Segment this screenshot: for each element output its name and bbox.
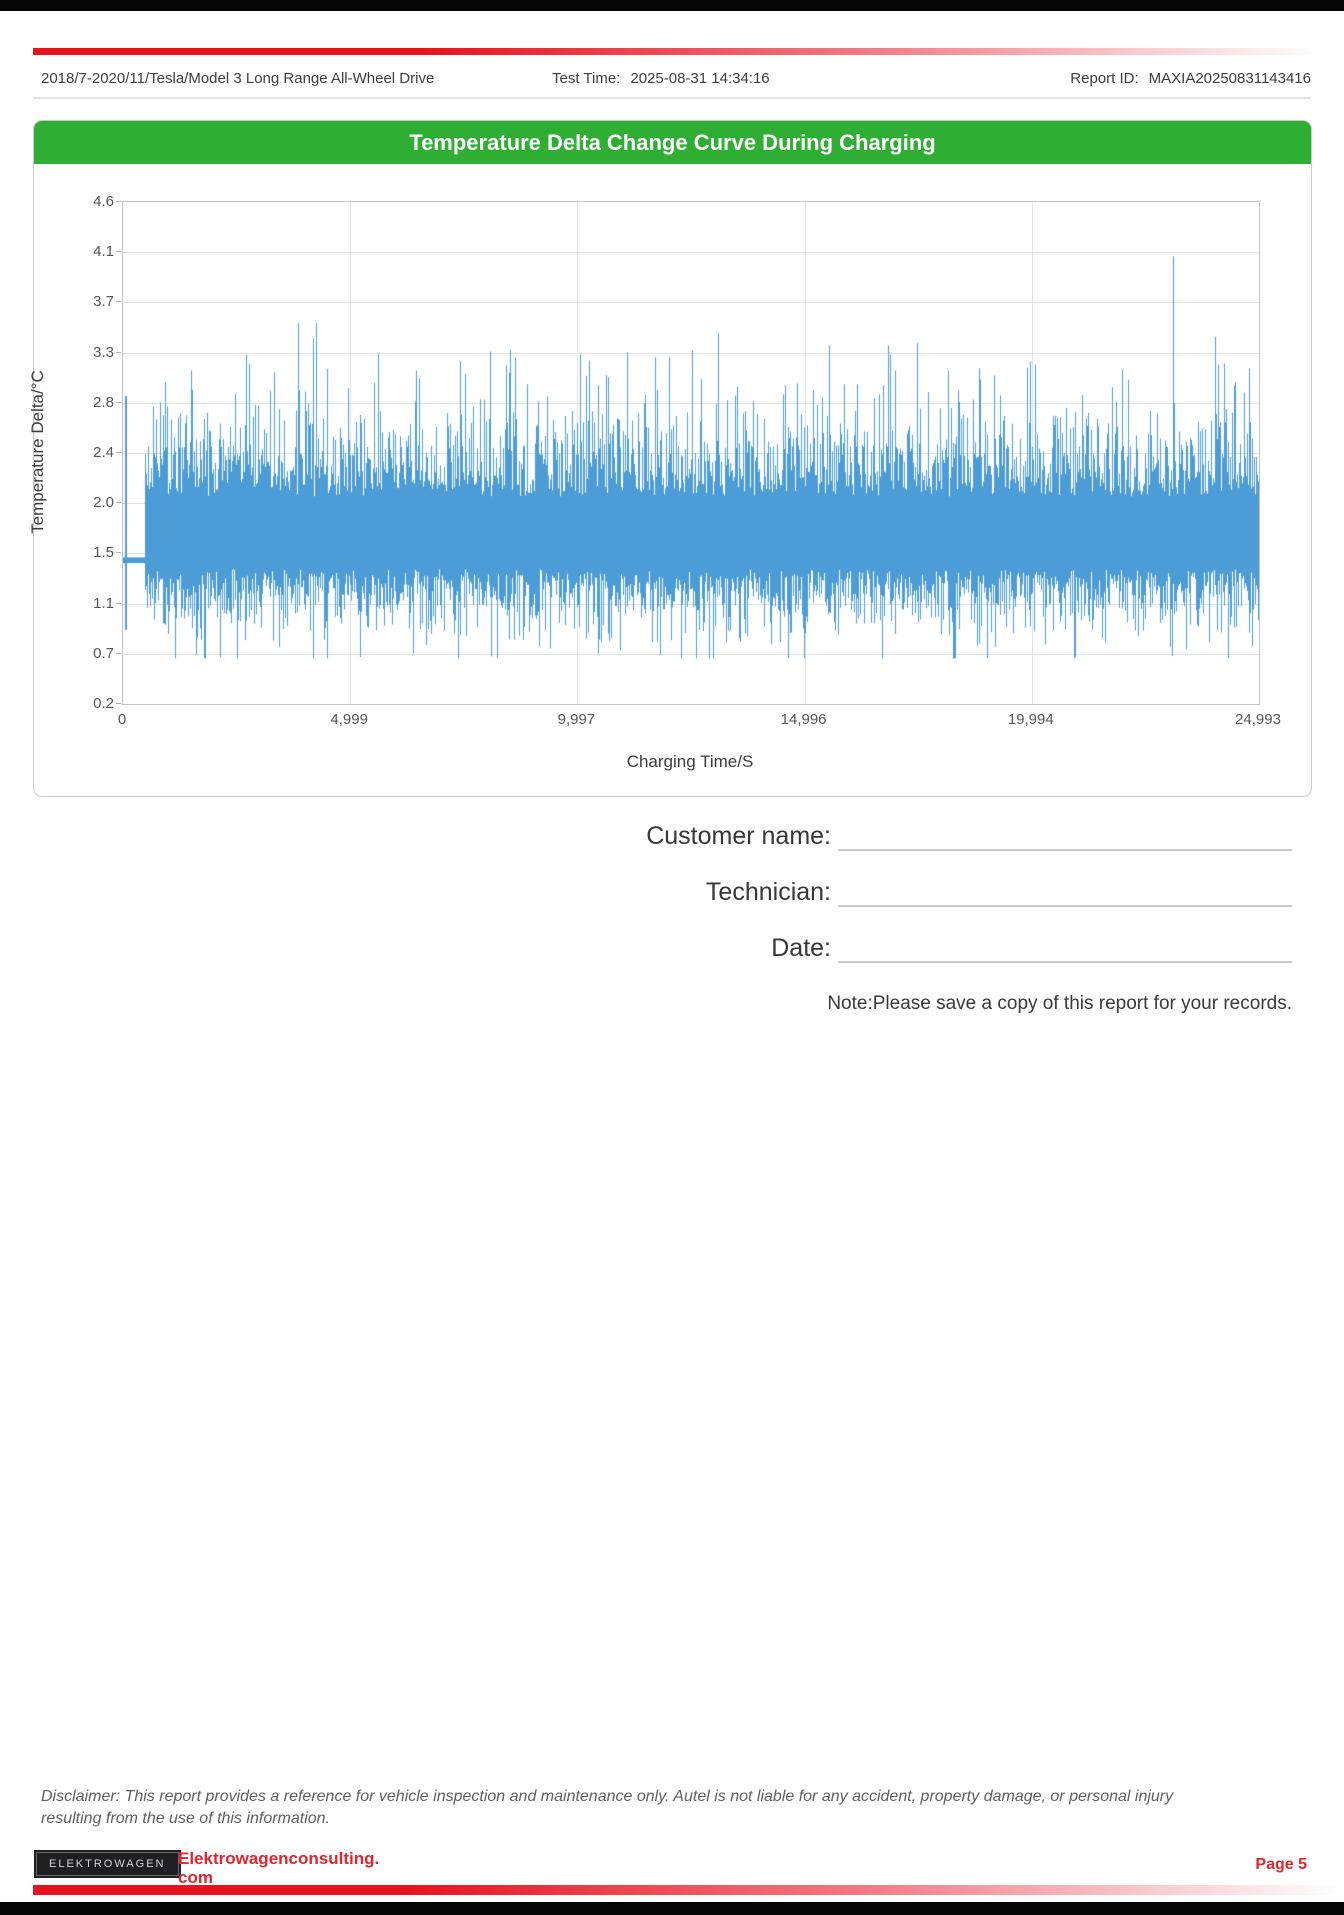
customer-name-blank-line xyxy=(838,849,1292,851)
x-tick-label: 9,997 xyxy=(557,711,596,728)
report-note: Note:Please save a copy of this report f… xyxy=(827,993,1292,1014)
y-tick-label: 3.3 xyxy=(93,343,114,361)
form-row-date: Date: xyxy=(0,934,1292,964)
bottom-red-gradient-bar xyxy=(33,1885,1344,1895)
page-number: Page 5 xyxy=(1255,1856,1307,1873)
report-id-value: MAXIA20250831143416 xyxy=(1148,70,1311,87)
technician-label: Technician: xyxy=(705,878,831,906)
y-tick-mark xyxy=(116,351,121,353)
y-tick-mark xyxy=(116,401,121,403)
report-id-label: Report ID: xyxy=(1070,70,1139,87)
test-time-value: 2025-08-31 14:34:16 xyxy=(630,70,770,87)
x-tick-label: 0 xyxy=(117,711,127,728)
y-tick-mark xyxy=(116,452,121,453)
y-tick-label: 4.6 xyxy=(93,193,114,210)
header-separator xyxy=(33,97,1311,99)
test-time-label: Test Time: xyxy=(552,70,621,87)
customer-name-label: Customer name: xyxy=(646,822,831,850)
form-row-customer-name: Customer name: xyxy=(0,822,1292,852)
y-tick-mark xyxy=(116,301,121,303)
header-test-time: Test Time: 2025-08-31 14:34:16 xyxy=(552,70,770,88)
disclaimer-text: Disclaimer: This report provides a refer… xyxy=(41,1788,1174,1827)
x-tick-label: 14,996 xyxy=(780,711,827,728)
date-label: Date: xyxy=(771,934,831,962)
chart-canvas xyxy=(123,202,1259,704)
y-tick-label: 4.1 xyxy=(93,243,114,261)
y-tick-mark xyxy=(116,502,121,504)
y-tick-label: 3.7 xyxy=(93,293,114,311)
y-tick-mark xyxy=(116,251,121,253)
form-row-technician: Technician: xyxy=(0,878,1292,908)
top-edge-bar xyxy=(0,0,1344,11)
technician-blank-line xyxy=(838,905,1292,907)
y-tick-mark xyxy=(116,201,121,202)
y-tick-label: 1.5 xyxy=(93,544,114,562)
x-axis-title: Charging Time/S xyxy=(626,752,754,771)
y-tick-mark xyxy=(116,552,121,554)
plot-area xyxy=(122,201,1260,705)
y-tick-label: 2.8 xyxy=(93,393,114,411)
bottom-edge-bar xyxy=(0,1902,1344,1915)
x-tick-label: 24,993 xyxy=(1235,711,1281,728)
chart-title-bar: Temperature Delta Change Curve During Ch… xyxy=(34,121,1311,164)
header-report-id: Report ID: MAXIA20250831143416 xyxy=(1070,70,1311,88)
y-tick-label: 0.2 xyxy=(93,695,114,712)
y-tick-label: 2.4 xyxy=(93,444,114,461)
x-tick-label: 19,994 xyxy=(1007,711,1054,728)
date-blank-line xyxy=(838,961,1292,963)
brand-website-line2: com xyxy=(178,1868,213,1887)
y-tick-mark xyxy=(116,602,121,604)
header-vehicle-model: 2018/7-2020/11/Tesla/Model 3 Long Range … xyxy=(41,70,435,87)
brand-logo-badge: ELEKTROWAGEN xyxy=(34,1850,181,1878)
x-tick-label: 4,999 xyxy=(330,711,368,728)
y-tick-label: 1.1 xyxy=(93,594,114,612)
y-tick-label: 0.7 xyxy=(93,644,114,662)
y-tick-label: 2.0 xyxy=(93,494,114,512)
y-tick-mark xyxy=(116,652,121,654)
chart-title: Temperature Delta Change Curve During Ch… xyxy=(409,130,936,155)
y-tick-mark xyxy=(116,703,121,704)
brand-website-text: Elektrowagenconsulting. com xyxy=(178,1849,379,1887)
brand-website-line1: Elektrowagenconsulting. xyxy=(178,1849,380,1868)
top-red-gradient-bar xyxy=(33,48,1323,55)
